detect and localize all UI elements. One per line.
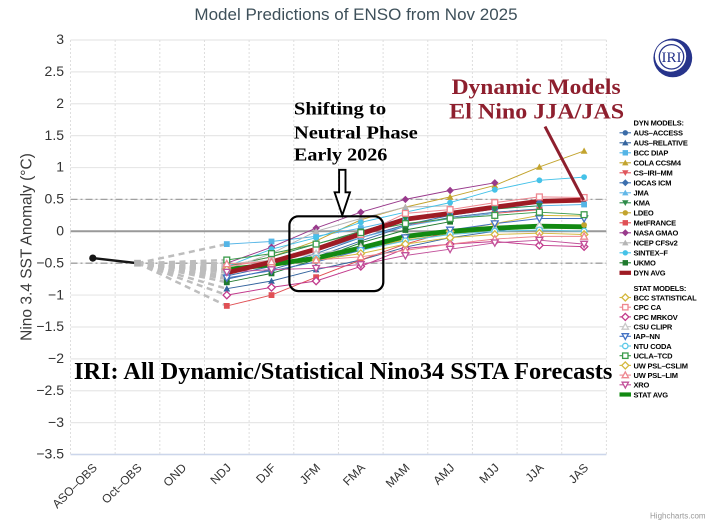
svg-text:CPC CA: CPC CA [634,303,662,312]
svg-text:NASA GMAO: NASA GMAO [634,229,679,238]
svg-text:0: 0 [56,223,64,239]
svg-text:STAT AVG: STAT AVG [634,390,669,399]
svg-text:Neutral Phase: Neutral Phase [294,123,418,143]
svg-text:Dynamic Models: Dynamic Models [452,74,621,99]
svg-text:BCC DIAP: BCC DIAP [634,149,669,158]
svg-text:NCEP CFSv2: NCEP CFSv2 [634,239,678,248]
svg-text:KMA: KMA [634,199,651,208]
svg-text:UKMO: UKMO [634,259,656,268]
svg-text:IOCAS ICM: IOCAS ICM [634,179,672,188]
svg-text:JMA: JMA [634,189,650,198]
svg-text:MetFRANCE: MetFRANCE [634,219,677,228]
svg-text:CS–IRI–MM: CS–IRI–MM [634,169,673,178]
svg-text:DYN MODELS:: DYN MODELS: [634,119,684,128]
svg-text:−3: −3 [48,414,64,430]
svg-text:2: 2 [56,95,64,111]
svg-text:NTU CODA: NTU CODA [634,342,673,351]
svg-text:Early 2026: Early 2026 [294,145,388,165]
svg-text:BCC STATISTICAL: BCC STATISTICAL [634,293,698,302]
svg-text:1.5: 1.5 [45,127,65,143]
svg-text:Nino 3.4 SST Anomaly (°C): Nino 3.4 SST Anomaly (°C) [19,153,36,341]
svg-text:AUS–RELATIVE: AUS–RELATIVE [634,139,688,148]
svg-text:CPC MRKOV: CPC MRKOV [634,313,678,322]
svg-text:−1: −1 [48,286,64,302]
svg-text:0.5: 0.5 [45,191,65,207]
svg-text:−3.5: −3.5 [36,446,64,462]
svg-text:1: 1 [56,159,64,175]
svg-text:UW PSL–LIM: UW PSL–LIM [634,371,678,380]
svg-text:LDEO: LDEO [634,209,654,218]
svg-text:COLA CCSM4: COLA CCSM4 [634,159,682,168]
svg-text:CSU CLIPR: CSU CLIPR [634,323,673,332]
svg-text:AUS–ACCESS: AUS–ACCESS [634,129,683,138]
svg-text:Model Predictions of ENSO from: Model Predictions of ENSO from Nov 2025 [194,5,517,24]
svg-text:IRI: IRI [662,50,682,66]
svg-text:Shifting to: Shifting to [294,99,386,119]
svg-text:DYN AVG: DYN AVG [634,269,666,278]
svg-text:UW PSL–CSLIM: UW PSL–CSLIM [634,361,688,370]
svg-text:−2.5: −2.5 [36,382,64,398]
svg-text:2.5: 2.5 [45,63,65,79]
svg-text:−1.5: −1.5 [36,318,64,334]
svg-text:IRI: All Dynamic/Statistical N: IRI: All Dynamic/Statistical Nino34 SSTA… [74,358,612,385]
svg-text:−0.5: −0.5 [36,254,64,270]
svg-text:XRO: XRO [634,381,650,390]
svg-text:UCLA–TCD: UCLA–TCD [634,352,674,361]
svg-text:IAP–NN: IAP–NN [634,332,660,341]
svg-text:El Nino JJA/JAS: El Nino JJA/JAS [449,98,624,123]
svg-text:SINTEX–F: SINTEX–F [634,249,669,258]
svg-text:3: 3 [56,31,64,47]
svg-text:−2: −2 [48,350,64,366]
svg-text:STAT MODELS:: STAT MODELS: [634,284,687,293]
svg-text:Highcharts.com: Highcharts.com [650,512,706,521]
